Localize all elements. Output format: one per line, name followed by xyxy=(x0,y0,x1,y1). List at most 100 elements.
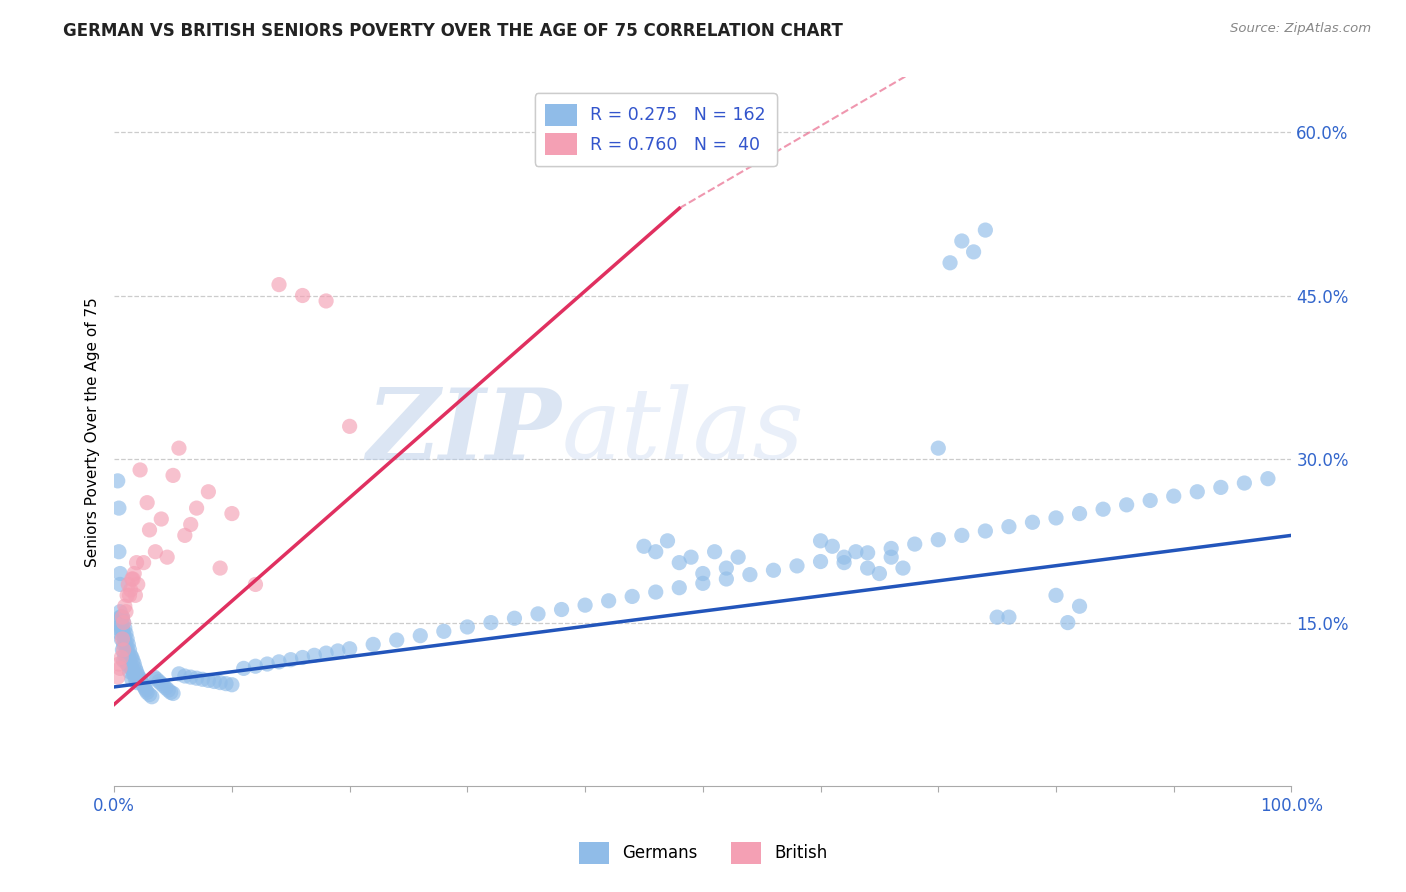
Point xyxy=(120,582,142,597)
Point xyxy=(433,624,456,639)
Point xyxy=(111,621,134,635)
Point xyxy=(110,632,132,646)
Point xyxy=(998,610,1021,624)
Point xyxy=(127,668,149,682)
Point xyxy=(703,545,725,559)
Point xyxy=(121,661,143,675)
Point xyxy=(157,683,180,698)
Point xyxy=(148,674,170,689)
Point xyxy=(122,566,145,581)
Point xyxy=(108,661,131,675)
Point xyxy=(112,615,135,630)
Point xyxy=(456,620,478,634)
Point xyxy=(136,496,159,510)
Point xyxy=(120,648,142,663)
Point xyxy=(115,657,138,671)
Point xyxy=(1115,498,1137,512)
Point xyxy=(114,599,136,614)
Point xyxy=(138,523,160,537)
Point xyxy=(122,657,145,671)
Point xyxy=(186,671,208,685)
Point xyxy=(112,654,135,668)
Point xyxy=(115,588,138,602)
Point xyxy=(267,277,290,292)
Point xyxy=(657,533,679,548)
Point xyxy=(159,685,181,699)
Point xyxy=(115,632,138,646)
Point xyxy=(191,673,214,687)
Point xyxy=(180,517,202,532)
Point xyxy=(267,655,290,669)
Point xyxy=(974,524,997,538)
Point xyxy=(122,654,145,668)
Point xyxy=(145,673,167,687)
Point xyxy=(115,626,138,640)
Point xyxy=(108,605,131,619)
Point xyxy=(950,234,973,248)
Point xyxy=(115,605,138,619)
Legend: R = 0.275   N = 162, R = 0.760   N =  40: R = 0.275 N = 162, R = 0.760 N = 40 xyxy=(534,93,776,166)
Point xyxy=(127,577,149,591)
Point xyxy=(108,577,131,591)
Point xyxy=(962,244,984,259)
Point xyxy=(141,690,163,704)
Point xyxy=(1139,493,1161,508)
Point xyxy=(108,610,131,624)
Point xyxy=(121,673,143,687)
Point xyxy=(1021,516,1043,530)
Point xyxy=(315,646,337,660)
Point xyxy=(138,688,160,702)
Point xyxy=(1056,615,1078,630)
Point xyxy=(111,610,134,624)
Point xyxy=(668,556,690,570)
Point xyxy=(221,507,243,521)
Point xyxy=(108,615,131,630)
Point xyxy=(108,657,131,671)
Point xyxy=(939,256,962,270)
Point xyxy=(304,648,326,663)
Point xyxy=(112,626,135,640)
Point xyxy=(108,501,131,516)
Point xyxy=(762,563,785,577)
Point xyxy=(156,550,179,565)
Point xyxy=(112,637,135,651)
Point xyxy=(633,539,655,553)
Point xyxy=(245,577,267,591)
Point xyxy=(1209,480,1232,494)
Y-axis label: Seniors Poverty Over the Age of 75: Seniors Poverty Over the Age of 75 xyxy=(86,297,100,566)
Point xyxy=(110,621,132,635)
Point xyxy=(118,643,141,657)
Point xyxy=(786,558,808,573)
Point xyxy=(114,621,136,635)
Point xyxy=(339,419,361,434)
Point xyxy=(503,611,526,625)
Point xyxy=(727,550,749,565)
Point xyxy=(891,561,914,575)
Point xyxy=(124,661,146,675)
Point xyxy=(132,679,155,693)
Point xyxy=(125,675,148,690)
Point xyxy=(118,665,141,679)
Point xyxy=(845,545,868,559)
Point xyxy=(232,661,254,675)
Point xyxy=(107,670,129,684)
Point xyxy=(202,674,225,689)
Point xyxy=(112,615,135,630)
Point xyxy=(180,670,202,684)
Text: GERMAN VS BRITISH SENIORS POVERTY OVER THE AGE OF 75 CORRELATION CHART: GERMAN VS BRITISH SENIORS POVERTY OVER T… xyxy=(63,22,844,40)
Point xyxy=(1187,484,1209,499)
Point xyxy=(197,673,219,688)
Point xyxy=(167,441,190,455)
Point xyxy=(326,644,349,658)
Point xyxy=(108,626,131,640)
Point xyxy=(115,654,138,668)
Point xyxy=(134,681,156,695)
Point xyxy=(128,670,150,684)
Point xyxy=(155,681,177,695)
Point xyxy=(173,528,195,542)
Point xyxy=(692,566,714,581)
Point xyxy=(527,607,550,621)
Point xyxy=(118,588,141,602)
Point xyxy=(738,567,761,582)
Point xyxy=(117,637,139,651)
